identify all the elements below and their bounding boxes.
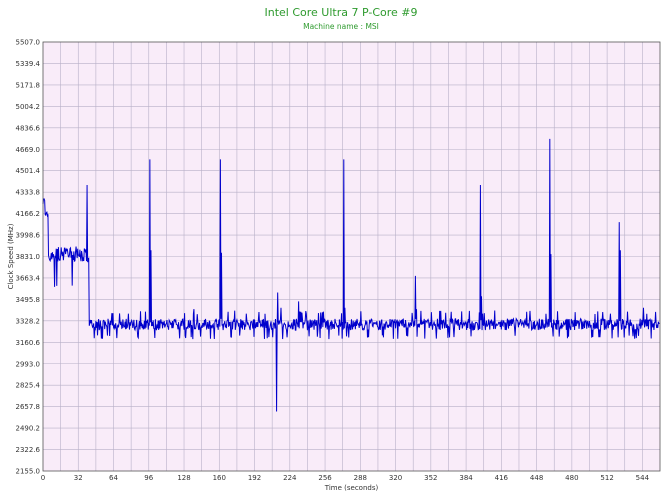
y-tick-label: 2322.6	[16, 446, 41, 454]
series-layer	[42, 138, 660, 412]
y-tick-label: 3160.6	[16, 339, 41, 347]
y-tick-label: 4501.4	[16, 167, 41, 175]
x-tick-label: 352	[424, 474, 437, 482]
y-tick-label: 4836.6	[16, 124, 41, 132]
x-tick-label: 64	[109, 474, 118, 482]
y-axis-label: Clock Speed (MHz)	[7, 223, 15, 289]
y-tick-label: 3495.8	[16, 296, 41, 304]
plot-border	[42, 41, 661, 472]
x-tick-label: 288	[354, 474, 367, 482]
chart-title: Intel Core Ultra 7 P-Core #9	[264, 6, 417, 19]
x-tick-label: 416	[495, 474, 509, 482]
y-tick-label: 3831.0	[16, 253, 41, 261]
chart-subtitle: Machine name : MSI	[303, 22, 379, 31]
x-tick-label: 544	[636, 474, 650, 482]
y-tick-label: 2155.0	[16, 468, 41, 476]
series-line	[42, 138, 660, 412]
y-tick-label: 5339.4	[16, 60, 41, 68]
x-tick-label: 512	[600, 474, 613, 482]
y-tick-label: 5507.0	[16, 39, 41, 47]
y-tick-label: 3998.6	[16, 232, 41, 240]
x-tick-label: 96	[144, 474, 153, 482]
x-tick-label: 0	[41, 474, 45, 482]
y-tick-label: 4166.2	[16, 210, 41, 218]
y-tick-label: 5171.8	[16, 81, 41, 89]
x-tick-label: 160	[213, 474, 226, 482]
y-tick-label: 2657.8	[16, 403, 41, 411]
x-tick-label: 224	[283, 474, 297, 482]
x-tick-label: 192	[248, 474, 261, 482]
x-tick-label: 128	[177, 474, 190, 482]
x-tick-label: 448	[530, 474, 543, 482]
y-tick-label: 2993.0	[16, 360, 41, 368]
x-tick-label: 384	[459, 474, 473, 482]
tick-labels: 0 32 64 96 128 160 192 224 256 288 320 352 384 416 448…	[16, 39, 650, 483]
gridlines	[43, 42, 660, 471]
y-tick-label: 5004.2	[16, 103, 41, 111]
x-tick-label: 32	[74, 474, 83, 482]
x-tick-label: 480	[565, 474, 578, 482]
y-tick-label: 4669.0	[16, 146, 41, 154]
y-tick-label: 3328.2	[16, 317, 41, 325]
x-axis-label: Time (seconds)	[324, 484, 379, 492]
y-tick-label: 2825.4	[16, 382, 41, 390]
x-tick-label: 256	[318, 474, 332, 482]
y-tick-label: 4333.8	[16, 189, 41, 197]
y-tick-label: 2490.2	[16, 425, 41, 433]
x-tick-label: 320	[389, 474, 402, 482]
y-tick-label: 3663.4	[16, 274, 41, 282]
